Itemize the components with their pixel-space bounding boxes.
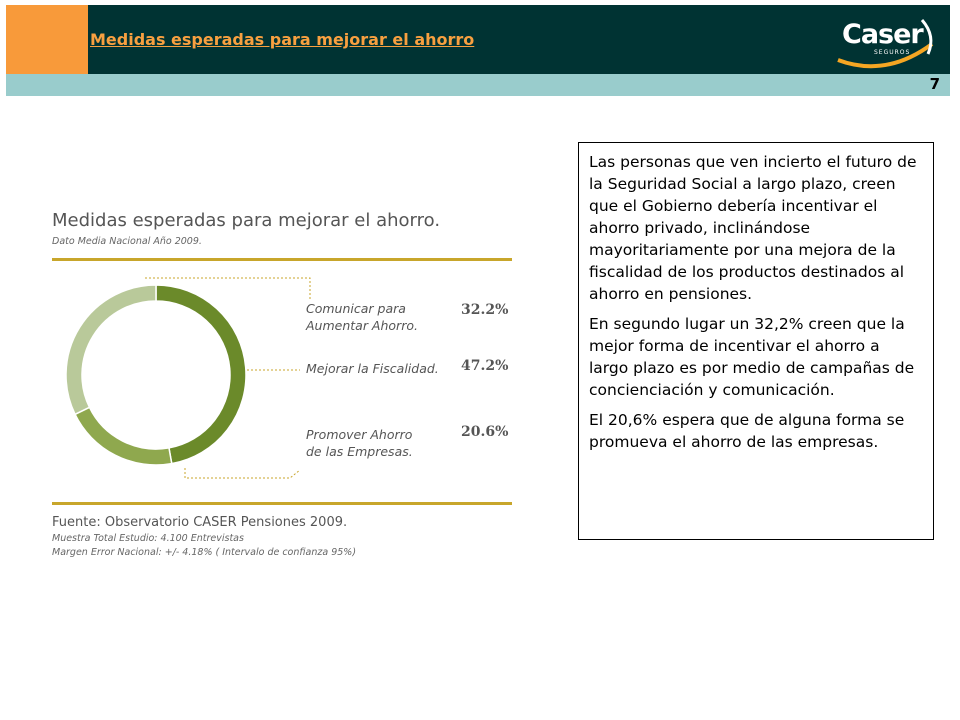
legend-pct-comunicar: 32.2% bbox=[461, 302, 509, 318]
chart-subtitle: Dato Media Nacional Año 2009. bbox=[52, 236, 202, 247]
logo-swoosh-icon bbox=[837, 19, 934, 69]
legend-label-empresas: Promover Ahorro de las Empresas. bbox=[306, 427, 413, 459]
chart-bottom-rule bbox=[52, 502, 512, 505]
summary-textbox: Las personas que ven incierto el futuro … bbox=[578, 142, 934, 540]
source-note-margin: Margen Error Nacional: +/- 4.18% ( Inter… bbox=[52, 547, 357, 558]
logo-text: Caser bbox=[842, 19, 924, 50]
donut-slice-2 bbox=[65, 284, 157, 416]
legend-label-comunicar: Comunicar para Aumentar Ahorro. bbox=[306, 301, 418, 333]
legend-pct-fiscalidad: 47.2% bbox=[461, 358, 509, 374]
subheader-bar bbox=[6, 74, 950, 96]
source-note-sample: Muestra Total Estudio: 4.100 Entrevistas bbox=[52, 533, 244, 544]
summary-paragraph-1: Las personas que ven incierto el futuro … bbox=[589, 153, 917, 303]
page-number: 7 bbox=[929, 75, 940, 93]
donut-slice-0 bbox=[155, 284, 247, 465]
logo-subtext: SEGUROS bbox=[874, 49, 911, 56]
legend-label-fiscalidad: Mejorar la Fiscalidad. bbox=[306, 361, 439, 376]
source-title: Fuente: Observatorio CASER Pensiones 200… bbox=[52, 515, 348, 530]
caser-logo: Caser SEGUROS bbox=[836, 16, 940, 72]
leader-line-empresas bbox=[184, 468, 301, 479]
page-title: Medidas esperadas para mejorar el ahorro bbox=[90, 30, 475, 49]
leader-line-comunicar bbox=[145, 277, 311, 300]
summary-paragraph-3: El 20,6% espera que de alguna forma se p… bbox=[589, 411, 905, 451]
chart-title: Medidas esperadas para mejorar el ahorro… bbox=[52, 210, 441, 231]
chart-top-rule bbox=[52, 258, 512, 261]
header-bar bbox=[6, 5, 950, 74]
donut-slice-1 bbox=[74, 406, 173, 466]
legend-pct-empresas: 20.6% bbox=[461, 424, 509, 440]
summary-paragraph-2: En segundo lugar un 32,2% creen que la m… bbox=[589, 315, 915, 399]
header-accent bbox=[6, 5, 88, 74]
